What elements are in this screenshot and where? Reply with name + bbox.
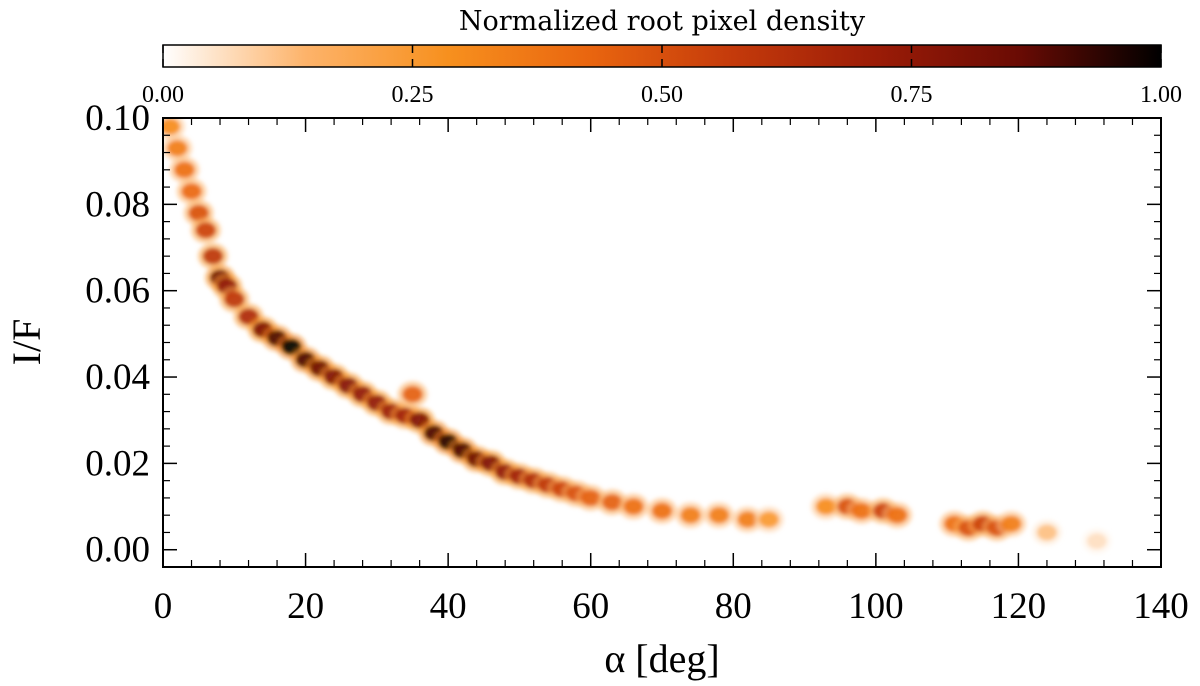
density-cell (163, 118, 181, 135)
density-cell (737, 511, 758, 528)
density-cell (652, 502, 672, 519)
y-axis: 0.00 0.02 0.04 0.06 0.08 0.10 (85, 98, 1161, 571)
y-tick-label: 0.04 (85, 357, 150, 398)
colorbar-ticks: 0.00 0.25 0.50 0.75 1.00 (142, 45, 1182, 108)
y-tick-label: 0.02 (85, 443, 150, 484)
y-tick-label: 0.00 (85, 530, 150, 571)
density-cell (815, 498, 836, 515)
y-tick-label: 0.06 (85, 271, 150, 312)
density-cell (758, 511, 779, 528)
density-cell (887, 507, 908, 524)
x-tick-label: 80 (715, 586, 752, 627)
x-tick-label: 140 (1133, 586, 1189, 627)
colorbar-tick-label: 0.75 (891, 82, 933, 108)
density-cell (167, 140, 188, 157)
density-cell (402, 386, 423, 403)
density-map (163, 118, 1112, 555)
density-cell (181, 183, 202, 200)
y-tick-label: 0.10 (85, 98, 150, 139)
x-tick-label: 100 (848, 586, 904, 627)
density-cell (1086, 533, 1107, 550)
density-cell (623, 498, 644, 515)
colorbar-tick-label: 0.00 (142, 82, 184, 108)
density-cell (709, 507, 730, 524)
y-tick-label: 0.08 (85, 184, 150, 225)
colorbar-tick-label: 0.50 (641, 82, 683, 108)
density-cell (174, 161, 195, 178)
x-axis: 0 20 40 60 80 100 120 140 (154, 118, 1189, 627)
x-tick-label: 0 (154, 586, 173, 627)
density-cell (188, 204, 209, 221)
density-cell (1001, 515, 1022, 532)
colorbar-label: Normalized root pixel density (459, 6, 866, 37)
density-cell (202, 248, 223, 265)
y-axis-label: I/F (4, 319, 49, 366)
density-cell (851, 502, 872, 519)
x-tick-label: 20 (287, 586, 324, 627)
colorbar-tick-label: 0.25 (392, 82, 434, 108)
x-axis-label: α [deg] (604, 636, 719, 681)
x-tick-label: 60 (572, 586, 609, 627)
density-cell (602, 494, 623, 511)
density-cell (680, 507, 701, 524)
x-tick-label: 120 (991, 586, 1047, 627)
density-cell (580, 489, 601, 506)
colorbar-tick-label: 1.00 (1140, 82, 1182, 108)
x-tick-label: 40 (430, 586, 467, 627)
density-cell (195, 222, 216, 239)
density-cell (1036, 524, 1057, 541)
density-cell (224, 291, 245, 308)
